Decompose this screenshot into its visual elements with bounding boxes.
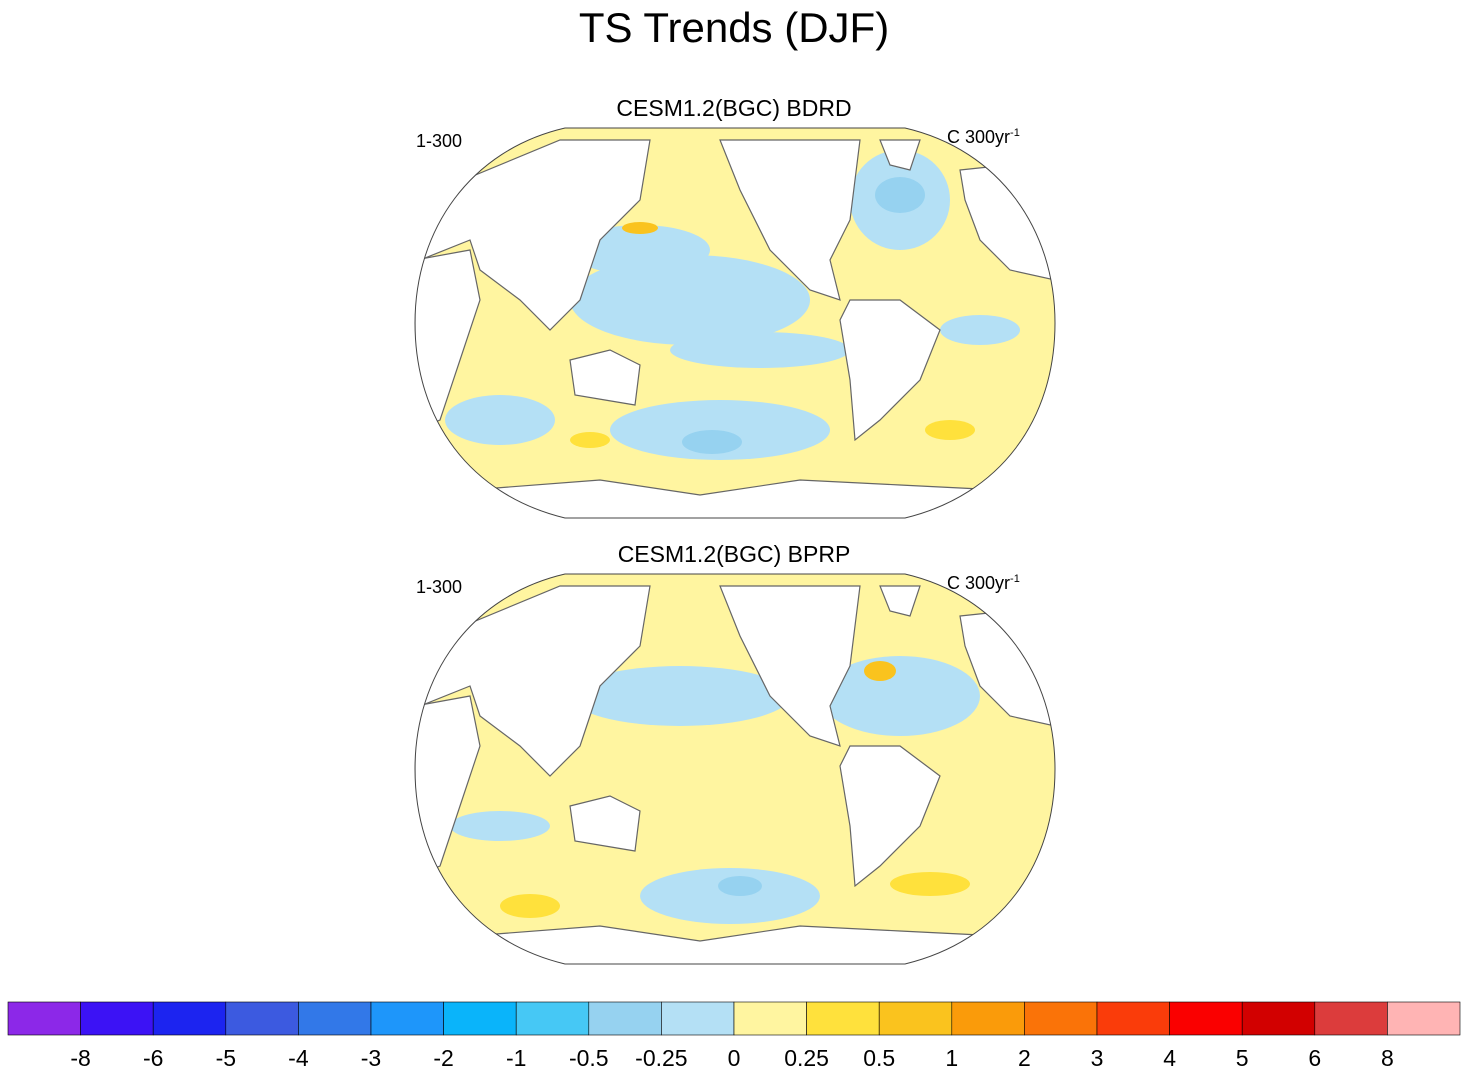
colorbar-label: 0.25 — [784, 1045, 829, 1071]
left-label: 1-300 — [416, 577, 462, 597]
colorbar-box — [298, 1001, 372, 1036]
colorbar-label: 8 — [1381, 1045, 1394, 1071]
colorbar-box — [806, 1001, 880, 1036]
colorbar-box — [1169, 1001, 1243, 1036]
colorbar-box — [80, 1001, 154, 1036]
units-label: C 300yr-1 — [947, 573, 1020, 593]
colorbar-box — [1314, 1001, 1388, 1036]
left-label: 1-300 — [416, 131, 462, 151]
panel-title: CESM1.2(BGC) BPRP — [618, 541, 851, 567]
colorbar-label: 5 — [1236, 1045, 1249, 1071]
colorbar-box — [733, 1001, 807, 1036]
colorbar-label: -2 — [433, 1045, 453, 1071]
colorbar-box — [1241, 1001, 1316, 1036]
colorbar-label: 1 — [945, 1045, 958, 1071]
colorbar-box — [1024, 1001, 1098, 1036]
colorbar-label: -0.5 — [569, 1045, 609, 1071]
colorbar-label: -6 — [143, 1045, 163, 1071]
colorbar-label: -5 — [216, 1045, 236, 1071]
colorbar-label: -8 — [70, 1045, 90, 1071]
colorbar-box — [443, 1001, 517, 1036]
colorbar-box — [515, 1001, 590, 1036]
panel: CESM1.2(BGC) BDRD 1-300 C 300yr-1 — [410, 95, 1060, 525]
colorbar-box — [1096, 1001, 1170, 1036]
colorbar-label: 2 — [1018, 1045, 1031, 1071]
colorbar-label: -0.25 — [635, 1045, 687, 1071]
colorbar-box — [152, 1001, 227, 1036]
colorbar-label: -4 — [288, 1045, 309, 1071]
colorbar-box — [225, 1001, 299, 1036]
colorbar-label: 0.5 — [863, 1045, 895, 1071]
colorbar-box — [951, 1001, 1025, 1036]
units-exponent: -1 — [1010, 127, 1020, 139]
colorbar-box — [370, 1001, 444, 1036]
units-label: C 300yr-1 — [947, 127, 1020, 147]
colorbar-label: 3 — [1091, 1045, 1104, 1071]
colorbar: -8 -6 -5 -4 -3 -2 -1 -0.5 -0.25 0 0.25 0.5 1 2 3 4 5 6 8 — [7, 1001, 1461, 1071]
colorbar-label: -3 — [361, 1045, 381, 1071]
colorbar-box — [878, 1001, 953, 1036]
figure-title: TS Trends (DJF) — [579, 4, 889, 51]
colorbar-box — [1387, 1001, 1461, 1036]
colorbar-label: 6 — [1308, 1045, 1321, 1071]
units-exponent: -1 — [1010, 573, 1020, 585]
units: C 300yr — [947, 573, 1010, 593]
colorbar-box — [588, 1001, 662, 1036]
colorbar-label: -1 — [506, 1045, 526, 1071]
colorbar-label: 4 — [1163, 1045, 1176, 1071]
panel: CESM1.2(BGC) BPRP 1-300 C 300yr-1 — [410, 541, 1060, 971]
panel-title: CESM1.2(BGC) BDRD — [616, 95, 851, 121]
colorbar-box — [7, 1001, 81, 1036]
colorbar-label: 0 — [728, 1045, 741, 1071]
units: C 300yr — [947, 127, 1010, 147]
colorbar-box — [661, 1001, 735, 1036]
